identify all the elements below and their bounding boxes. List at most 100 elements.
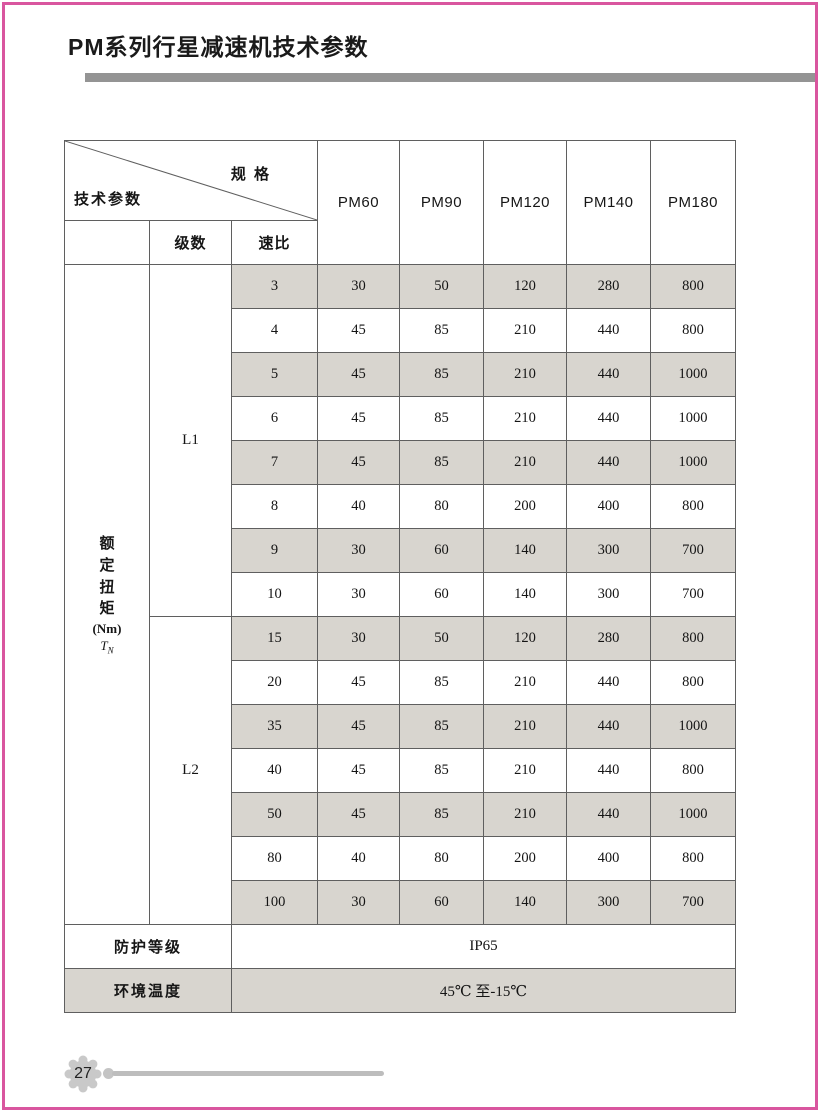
value-cell: 800 <box>650 660 737 705</box>
value-cell: 140 <box>483 880 568 925</box>
footer-rule-line <box>112 1071 384 1076</box>
value-cell: 1000 <box>650 704 737 749</box>
torque-unit: (Nm) <box>92 621 122 637</box>
value-cell: 280 <box>566 264 652 309</box>
value-cell: 800 <box>650 616 737 661</box>
value-cell: 85 <box>399 704 485 749</box>
stage-header: 级数 <box>149 220 232 265</box>
column-header-pm180: PM180 <box>650 140 737 265</box>
protection-row: 防护等级 IP65 <box>64 924 737 969</box>
ratio-cell: 9 <box>230 528 319 573</box>
value-cell: 85 <box>399 748 485 793</box>
table-row: 50 45 85 210 440 1000 <box>65 792 737 837</box>
value-cell: 140 <box>483 572 568 617</box>
value-cell: 30 <box>317 572 401 617</box>
value-cell: 440 <box>566 748 652 793</box>
ratio-header: 速比 <box>230 220 319 265</box>
value-cell: 85 <box>399 352 485 397</box>
table-row: 额定扭矩 (Nm) TN L1 3 30 50 120 280 800 <box>64 264 737 925</box>
value-cell: 45 <box>317 308 401 353</box>
value-cell: 210 <box>483 352 568 397</box>
value-cell: 440 <box>566 792 652 837</box>
value-cell: 440 <box>566 440 652 485</box>
temperature-value: 45℃ 至-15℃ <box>230 968 737 1013</box>
ratio-cell: 35 <box>230 704 319 749</box>
torque-label-cell: 额定扭矩 (Nm) TN <box>64 264 150 925</box>
value-cell: 85 <box>399 396 485 441</box>
protection-label: 防护等级 <box>64 924 232 969</box>
spec-table: 规 格 技术参数 PM60 PM90 PM120 PM140 PM180 级数 … <box>63 140 737 1013</box>
value-cell: 210 <box>483 440 568 485</box>
empty-header-cell <box>64 220 150 265</box>
value-cell: 440 <box>566 308 652 353</box>
page-number: 27 <box>74 1065 92 1082</box>
footer-dot <box>103 1068 114 1079</box>
ratio-cell: 4 <box>230 308 319 353</box>
value-cell: 800 <box>650 836 737 881</box>
stage-cell-l1: L1 <box>149 264 232 617</box>
value-cell: 210 <box>483 748 568 793</box>
value-cell: 700 <box>650 880 737 925</box>
ratio-cell: 40 <box>230 748 319 793</box>
value-cell: 400 <box>566 484 652 529</box>
value-cell: 800 <box>650 748 737 793</box>
table-row: 4 45 85 210 440 800 <box>65 308 737 353</box>
ratio-cell: 6 <box>230 396 319 441</box>
column-header-pm120: PM120 <box>483 140 568 265</box>
value-cell: 45 <box>317 660 401 705</box>
value-cell: 210 <box>483 308 568 353</box>
table-row: 20 45 85 210 440 800 <box>65 660 737 705</box>
value-cell: 210 <box>483 396 568 441</box>
value-cell: 1000 <box>650 352 737 397</box>
ratio-cell: 80 <box>230 836 319 881</box>
value-cell: 300 <box>566 880 652 925</box>
ratio-cell: 8 <box>230 484 319 529</box>
value-cell: 45 <box>317 352 401 397</box>
value-cell: 800 <box>650 264 737 309</box>
value-cell: 440 <box>566 352 652 397</box>
value-cell: 280 <box>566 616 652 661</box>
gear-icon <box>64 1055 102 1093</box>
table-row: 9 30 60 140 300 700 <box>65 528 737 573</box>
protection-value: IP65 <box>230 924 737 969</box>
value-cell: 440 <box>566 704 652 749</box>
value-cell: 210 <box>483 792 568 837</box>
value-cell: 85 <box>399 440 485 485</box>
ratio-cell: 50 <box>230 792 319 837</box>
column-header-pm60: PM60 <box>317 140 401 265</box>
value-cell: 300 <box>566 528 652 573</box>
value-cell: 700 <box>650 528 737 573</box>
value-cell: 1000 <box>650 440 737 485</box>
value-cell: 700 <box>650 572 737 617</box>
table-row: 40 45 85 210 440 800 <box>65 748 737 793</box>
corner-diagonal-cell: 规 格 技术参数 <box>63 140 319 221</box>
table-row: 6 45 85 210 440 1000 <box>65 396 737 441</box>
value-cell: 210 <box>483 660 568 705</box>
value-cell: 1000 <box>650 792 737 837</box>
value-cell: 210 <box>483 704 568 749</box>
value-cell: 30 <box>317 880 401 925</box>
stage-cell-l2: L2 <box>149 616 232 925</box>
value-cell: 800 <box>650 308 737 353</box>
torque-symbol: TN <box>100 638 114 656</box>
page-title: PM系列行星减速机技术参数 <box>68 34 369 60</box>
ratio-cell: 15 <box>230 616 319 661</box>
temperature-label: 环境温度 <box>64 968 232 1013</box>
header-row-models: 规 格 技术参数 PM60 PM90 PM120 PM140 PM180 <box>63 140 737 265</box>
value-cell: 800 <box>650 484 737 529</box>
value-cell: 440 <box>566 396 652 441</box>
temperature-row: 环境温度 45℃ 至-15℃ <box>64 968 737 1013</box>
value-cell: 85 <box>399 308 485 353</box>
value-cell: 50 <box>399 264 485 309</box>
value-cell: 45 <box>317 396 401 441</box>
value-cell: 300 <box>566 572 652 617</box>
value-cell: 30 <box>317 528 401 573</box>
value-cell: 120 <box>483 616 568 661</box>
column-header-pm140: PM140 <box>566 140 652 265</box>
value-cell: 120 <box>483 264 568 309</box>
value-cell: 30 <box>317 264 401 309</box>
ratio-cell: 3 <box>230 264 319 309</box>
ratio-cell: 20 <box>230 660 319 705</box>
table-row: L2 15 30 50 120 280 800 <box>65 616 737 925</box>
table-row: 35 45 85 210 440 1000 <box>65 704 737 749</box>
